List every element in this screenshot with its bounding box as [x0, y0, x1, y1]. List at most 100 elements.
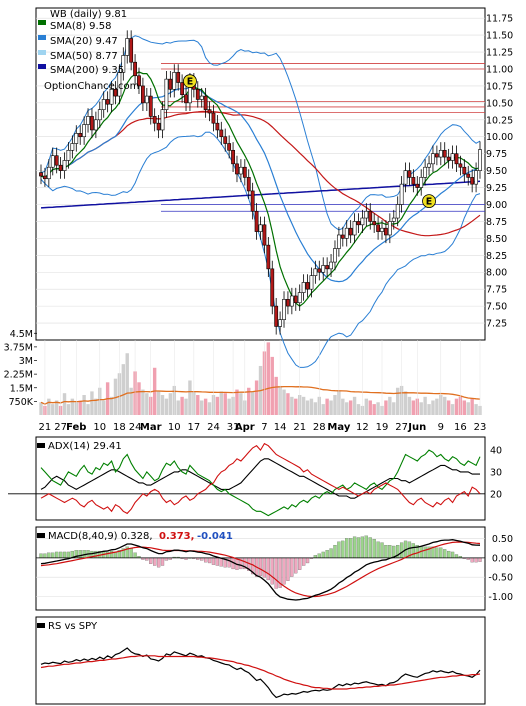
- y-tick-label: 8.50: [486, 234, 507, 245]
- earnings-marker: [422, 194, 436, 209]
- sma8-swatch: [38, 20, 46, 25]
- volume-bar: [286, 393, 290, 415]
- macd-histogram-bar: [164, 557, 169, 561]
- candle-body: [254, 210, 259, 232]
- volume-bar: [94, 398, 98, 415]
- macd-histogram-bar: [411, 543, 415, 559]
- macd-tick-label: 0.50: [492, 534, 513, 545]
- candle-body: [305, 282, 310, 290]
- macd-histogram-bar: [133, 552, 137, 559]
- macd-histogram-bar: [290, 557, 294, 577]
- volume-bar: [423, 396, 427, 415]
- candle-body: [125, 38, 130, 56]
- volume-bar: [66, 404, 71, 415]
- candle-body: [407, 170, 412, 178]
- candle-body: [211, 112, 216, 124]
- volume-bar: [200, 400, 204, 415]
- price-legend: WB (daily) 9.81 SMA(8) 9.58 SMA(20) 9.47…: [38, 9, 139, 92]
- sma20-swatch: [38, 35, 46, 40]
- candle-body: [129, 38, 134, 63]
- candle-body: [113, 89, 118, 97]
- macd-histogram-bar: [294, 557, 298, 574]
- volume-bar: [313, 402, 318, 415]
- candle-body: [266, 244, 271, 270]
- candle-body: [78, 133, 83, 138]
- volume-bar: [450, 404, 455, 415]
- macd-histogram-bar: [262, 557, 267, 578]
- candle-body: [438, 149, 443, 158]
- candle-body: [376, 224, 380, 232]
- macd-histogram-bar: [39, 553, 43, 559]
- candle-body: [333, 248, 337, 263]
- candle-body: [403, 170, 408, 185]
- macd-tick-label: -0.50: [488, 573, 513, 584]
- y-tick-label: 7.25: [486, 319, 507, 330]
- candle-body: [195, 89, 200, 100]
- x-tick-label: 16: [454, 422, 467, 433]
- candle-body: [46, 166, 51, 180]
- volume-bar: [184, 398, 188, 415]
- volume-average-line: [40, 385, 481, 405]
- candle-body: [274, 305, 279, 327]
- candle-body: [415, 183, 420, 188]
- macd-histogram-bar: [443, 549, 447, 559]
- x-tick-label: Jun: [407, 422, 426, 433]
- candle-body: [58, 164, 63, 171]
- x-tick-label: 14: [274, 422, 287, 433]
- volume-bar: [321, 404, 325, 415]
- candle-body: [458, 163, 463, 168]
- candle-body: [141, 85, 145, 104]
- macd-tick-label: 0.00: [492, 553, 513, 564]
- macd-histogram-bar: [145, 557, 149, 561]
- candle-body: [156, 122, 161, 131]
- macd-histogram-bar: [317, 553, 321, 559]
- candle-body: [117, 72, 122, 97]
- volume-bar: [125, 353, 129, 415]
- volume-bar: [431, 400, 435, 415]
- candle-body: [258, 224, 263, 232]
- macd-histogram-bar: [345, 538, 349, 559]
- y-tick-label: 10.25: [486, 115, 513, 126]
- candle-body: [340, 234, 345, 239]
- volume-bar: [51, 404, 55, 415]
- rs-average-line: [40, 655, 481, 690]
- candle-body: [82, 124, 87, 138]
- earnings-marker-label: E: [187, 77, 194, 88]
- x-tick-label: 17: [187, 422, 200, 433]
- volume-bar: [82, 395, 86, 415]
- macd-histogram-bar: [51, 552, 55, 559]
- macd-histogram-bar: [62, 551, 67, 559]
- macd-signal-line: [40, 541, 481, 598]
- volume-bar: [368, 400, 372, 415]
- candle-body: [164, 78, 169, 110]
- macd-histogram-bar: [160, 557, 165, 566]
- candle-body: [360, 217, 365, 226]
- volume-bar: [345, 402, 349, 415]
- macd-panel: 0.50 0.00 -0.50 -1.00: [35, 526, 513, 611]
- adx-tick-label: 40: [490, 446, 502, 457]
- x-tick-label: Apr: [235, 422, 255, 433]
- macd-histogram-bar: [282, 557, 286, 585]
- sma50-swatch: [38, 50, 46, 55]
- volume-bar: [227, 398, 231, 415]
- volume-bar: [137, 382, 141, 415]
- volume-tick-label: 3M: [19, 356, 33, 367]
- candle-body: [43, 175, 47, 180]
- volume-bar: [274, 376, 278, 415]
- volume-bar: [407, 396, 412, 415]
- macd-histogram-bar: [204, 557, 208, 563]
- macd-histogram-bar: [156, 557, 161, 568]
- volume-bar: [348, 400, 353, 415]
- volume-bar: [411, 400, 416, 415]
- x-tick-label: 27: [54, 422, 67, 433]
- volume-bar: [121, 364, 126, 415]
- candle-body: [352, 221, 357, 236]
- y-tick-label: 8.00: [486, 268, 507, 279]
- x-tick-label: 24: [207, 422, 220, 433]
- volume-bar: [54, 400, 59, 415]
- candle-body: [356, 221, 361, 226]
- volume-bar: [109, 396, 114, 415]
- adx-legend: ADX(14) 29.41: [37, 441, 122, 452]
- candle-body: [286, 299, 290, 307]
- candle-body: [219, 129, 224, 138]
